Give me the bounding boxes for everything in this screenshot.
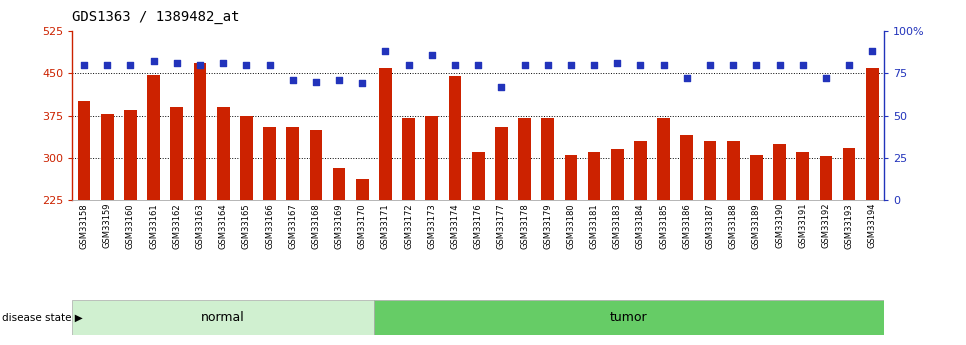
Point (355, 81, 370, 86)
Bar (750, 155, 763, 200)
Point (378, 49, 393, 54)
Bar (796, 152, 810, 200)
Point (169, 60, 185, 66)
Bar (332, 168, 346, 200)
Bar (240, 116, 253, 200)
Bar (402, 118, 415, 200)
Bar (263, 127, 276, 200)
Point (470, 62, 486, 68)
Bar (518, 118, 531, 200)
Bar (124, 110, 137, 200)
Bar (611, 149, 624, 200)
Point (610, 60, 625, 66)
Bar (374, 300, 884, 335)
Bar (147, 75, 160, 200)
Point (772, 62, 787, 68)
Text: GDS1363 / 1389482_at: GDS1363 / 1389482_at (72, 10, 240, 24)
Bar (541, 118, 554, 200)
Point (308, 79, 324, 85)
Bar (587, 152, 601, 200)
Bar (448, 76, 462, 200)
Bar (425, 116, 439, 200)
Bar (309, 130, 323, 200)
Point (749, 62, 764, 68)
Bar (495, 127, 508, 200)
Bar (193, 63, 207, 200)
Point (285, 77, 300, 83)
Bar (72, 300, 374, 335)
Bar (726, 141, 740, 200)
Point (447, 62, 463, 68)
Point (424, 52, 440, 58)
Bar (100, 114, 114, 200)
Bar (471, 152, 485, 200)
Point (702, 62, 718, 68)
Bar (286, 127, 299, 200)
Bar (657, 118, 670, 200)
Point (192, 62, 208, 68)
Point (563, 62, 579, 68)
Point (586, 62, 602, 68)
Point (401, 62, 416, 68)
Point (540, 62, 555, 68)
Point (679, 76, 695, 81)
Point (841, 62, 857, 68)
Point (99, 62, 115, 68)
Bar (355, 179, 369, 200)
Point (239, 62, 254, 68)
Bar (379, 68, 392, 200)
Bar (842, 148, 856, 200)
Bar (216, 107, 230, 200)
Point (656, 62, 671, 68)
Point (818, 76, 834, 81)
Point (725, 62, 741, 68)
Bar (634, 141, 647, 200)
Point (76, 62, 92, 68)
Point (262, 62, 277, 68)
Bar (866, 68, 879, 200)
Bar (77, 101, 91, 200)
Point (494, 84, 509, 90)
Bar (680, 135, 694, 200)
Point (795, 62, 810, 68)
Text: normal: normal (201, 311, 245, 324)
Point (146, 59, 161, 64)
Point (517, 62, 532, 68)
Text: tumor: tumor (611, 311, 647, 324)
Point (865, 49, 880, 54)
Text: disease state ▶: disease state ▶ (2, 313, 83, 322)
Point (331, 77, 347, 83)
Point (123, 62, 138, 68)
Bar (703, 141, 717, 200)
Point (633, 62, 648, 68)
Bar (170, 107, 184, 200)
Bar (564, 155, 578, 200)
Bar (773, 144, 786, 200)
Point (215, 60, 231, 66)
Bar (819, 156, 833, 200)
